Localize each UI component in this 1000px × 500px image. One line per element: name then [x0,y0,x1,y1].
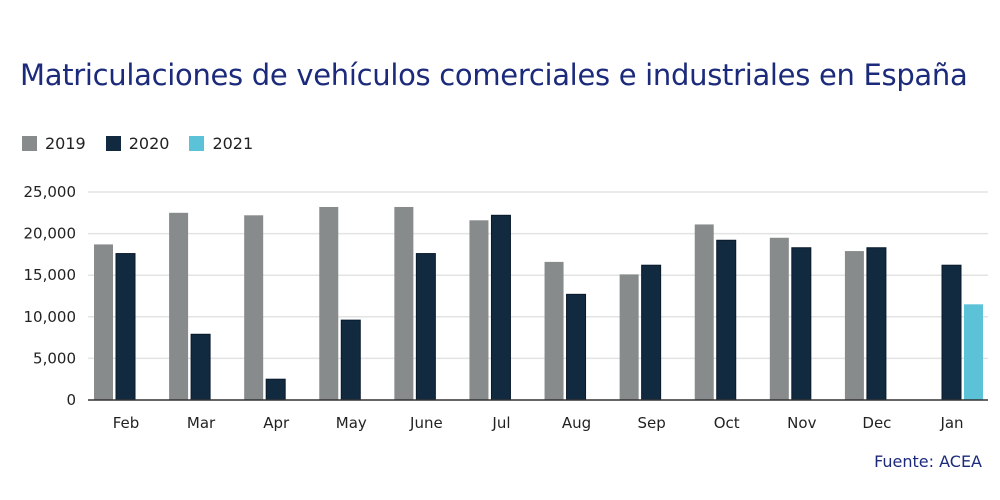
bar-2019-Aug [544,261,564,400]
bar-2020-Jul [490,214,511,401]
bar-2020-June [415,253,436,401]
y-tick-label: 0 [66,391,76,409]
bar-2020-Oct [716,239,737,401]
x-tick-label: Sep [637,414,665,432]
bar-2020-May [340,319,361,401]
x-tick-label: May [336,414,367,432]
x-tick-label: Apr [263,414,290,432]
y-tick-label: 5,000 [33,349,76,367]
bar-2019-Feb [94,244,113,400]
x-tick-label: Jul [491,414,510,432]
x-tick-label: Nov [787,414,816,432]
legend-label: 2021 [212,134,254,153]
x-tick-label: Feb [113,414,140,432]
x-tick-label: Aug [562,414,591,432]
bar-2019-Nov [769,237,789,400]
bar-2019-Dec [844,251,864,400]
bar-2019-Sep [619,274,639,400]
bar-2020-Dec [866,247,887,401]
bar-2020-Sep [641,264,662,401]
x-tick-label: Oct [714,414,740,432]
legend-swatch-2021 [189,136,205,151]
bar-2019-Mar [169,212,189,400]
bar-2020-Mar [190,333,211,401]
x-tick-label: June [409,414,443,432]
legend-item-2019: 2019 [22,134,86,153]
bar-2020-Jan [941,264,962,401]
bar-2020-Aug [566,293,587,401]
bar-2020-Apr [265,378,286,401]
legend: 2019 2020 2021 [22,134,253,153]
bar-2019-May [319,206,339,400]
y-tick-label: 10,000 [24,308,77,326]
x-tick-label: Mar [187,414,216,432]
legend-swatch-2020 [105,136,121,151]
legend-label: 2020 [128,134,170,153]
bar-2019-Jul [469,220,489,400]
source-note: Fuente: ACEA [874,452,982,471]
x-tick-label: Jan [939,414,963,432]
bar-2020-Feb [115,253,136,401]
x-tick-label: Dec [862,414,891,432]
bar-2019-June [394,206,414,400]
bar-2020-Nov [791,247,812,401]
legend-item-2020: 2020 [105,134,170,153]
y-tick-label: 20,000 [24,225,77,243]
legend-item-2021: 2021 [189,134,253,153]
legend-label: 2019 [45,134,86,153]
bar-2019-Oct [694,224,714,400]
chart-title: Matriculaciones de vehículos comerciales… [20,58,968,92]
legend-swatch-2019 [22,136,37,151]
y-tick-label: 15,000 [24,266,77,284]
bar-2021-Jan [964,304,983,400]
bar-2019-Apr [244,215,264,400]
y-tick-label: 25,000 [24,183,77,201]
